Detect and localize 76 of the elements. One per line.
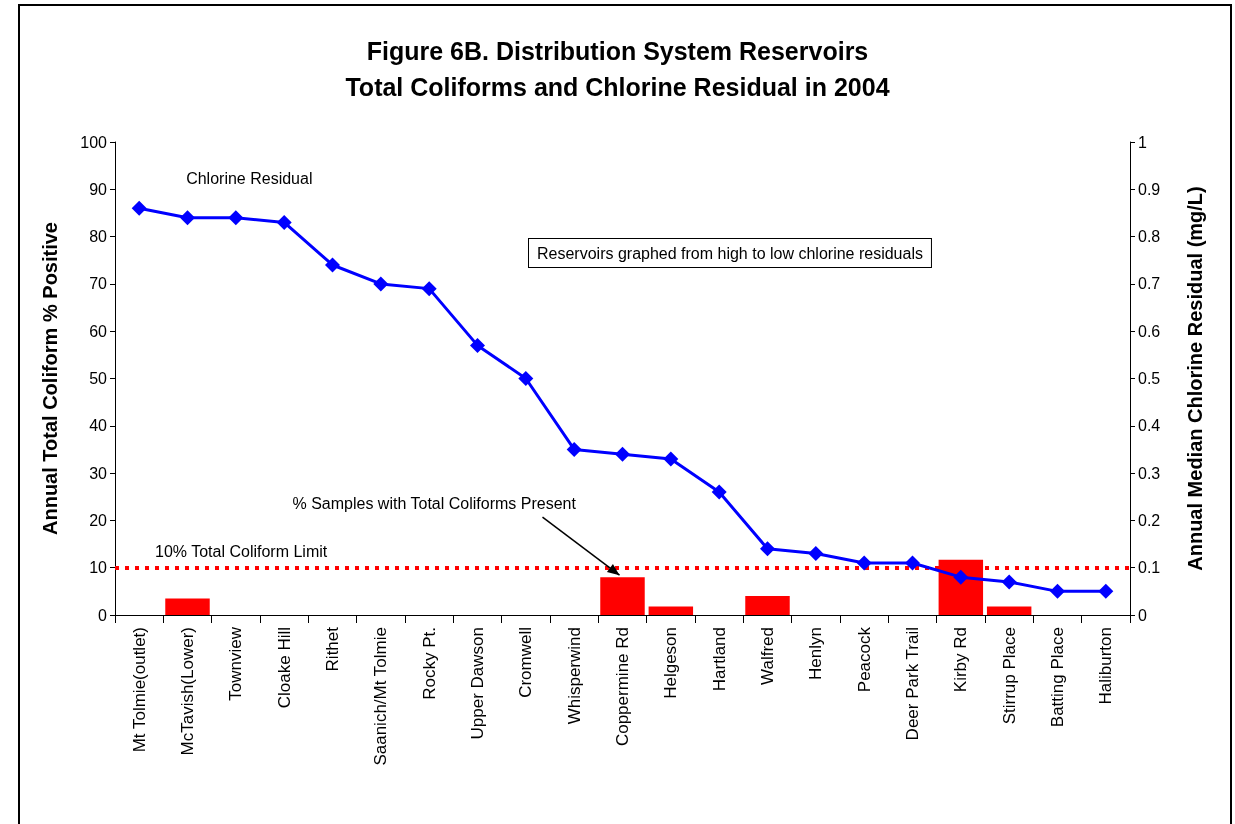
y-tick-label: 40 [89,417,108,435]
x-tick-label: Kirby Rd [951,627,971,693]
point [131,200,147,216]
y-tick-label: 80 [89,228,108,246]
x-tick-label: Stirrup Place [999,627,1019,725]
point [228,210,244,226]
y-tick-label: 90 [89,180,108,198]
y2-tick-label: 0.3 [1138,464,1161,482]
point [518,371,534,386]
text: % Samples with Total Coliforms Present [292,494,577,512]
x-tick-label: Helgeson [661,627,681,699]
x-tick-label: Townview [226,626,246,701]
x-tick-label: Cloake Hill [274,627,294,709]
bar [648,606,694,615]
x-tick-label: Haliburton [1096,627,1116,705]
chart-title: Figure 6B. Distribution System Reservoirs Total Coliforms and Chlorine Residual in 2004 [345,37,890,101]
point [905,555,920,571]
y2-tick-label: 0.9 [1138,180,1161,198]
y2-tick-label: 0.4 [1138,417,1161,435]
x-tick-label: Batting Place [1048,627,1067,728]
y-tick-label: 10 [89,559,108,577]
x-tick-label: Whisperwind [564,627,584,725]
x-tick-label: Coppermine Rd [613,627,632,747]
y2-tick-label: 0.8 [1138,228,1161,246]
annotation: Reservoirs graphed from high to low chlorine residuals [537,244,923,262]
y2-tick-label: 0.6 [1138,322,1161,340]
y2-tick-label: 0.7 [1138,275,1161,293]
bar [745,596,790,615]
point [1050,583,1065,599]
x-tick-label: Mt Tolmie(outlet) [129,627,149,753]
bar [165,598,210,615]
point [1098,583,1114,599]
x-tick-label: McTavish(Lower) [178,627,197,756]
y-tick-label: 50 [89,370,108,387]
y-axis-title: Annual Total Coliform % Positive [39,222,61,535]
y2-tick-label: 0.1 [1138,559,1161,577]
x-tick-label: Saanich/Mt Tolmie [371,627,391,766]
point [180,210,195,226]
point [470,337,485,353]
y-tick-label: 60 [89,322,108,340]
point [711,484,727,500]
point [856,555,872,571]
point [421,281,437,297]
point [615,446,630,462]
y-tick-label: 70 [89,275,108,293]
point [760,541,775,557]
y2-tick-label: 0.2 [1138,511,1161,529]
y2-tick-label: 0.5 [1138,370,1161,387]
y2-axis-title: Annual Median Chlorine Residual (mg/L) [1184,186,1206,571]
x-tick-label: Peacock [854,626,874,693]
x-tick-label: Deer Park Trail [903,627,922,741]
y-tick-label: 20 [89,511,108,529]
x-tick-label: Rocky Pt. [419,627,439,700]
ref-line-label: 10% Total Coliform Limit [155,543,328,561]
y2-tick-label: 0 [1138,606,1147,624]
point [566,441,582,457]
point [663,451,679,467]
x-tick-label: Henlyn [806,627,826,680]
series-label: Chlorine Residual [186,169,313,187]
bar [600,577,645,615]
x-tick-label: Rithet [323,626,342,672]
y-tick-label: 0 [98,606,108,624]
point [276,214,292,230]
bar [986,606,1032,615]
point [373,276,389,292]
point [808,546,824,562]
x-tick-label: Cromwell [516,627,536,698]
y2-tick-label: 1 [1138,133,1147,151]
point [953,569,969,585]
point [1001,574,1017,590]
point [325,257,340,273]
x-tick-label: Hartland [709,627,729,692]
y-tick-label: 100 [80,133,108,151]
x-tick-label: Upper Dawson [468,627,487,740]
x-tick-label: Walfred [758,627,777,685]
y-tick-label: 30 [89,464,108,482]
